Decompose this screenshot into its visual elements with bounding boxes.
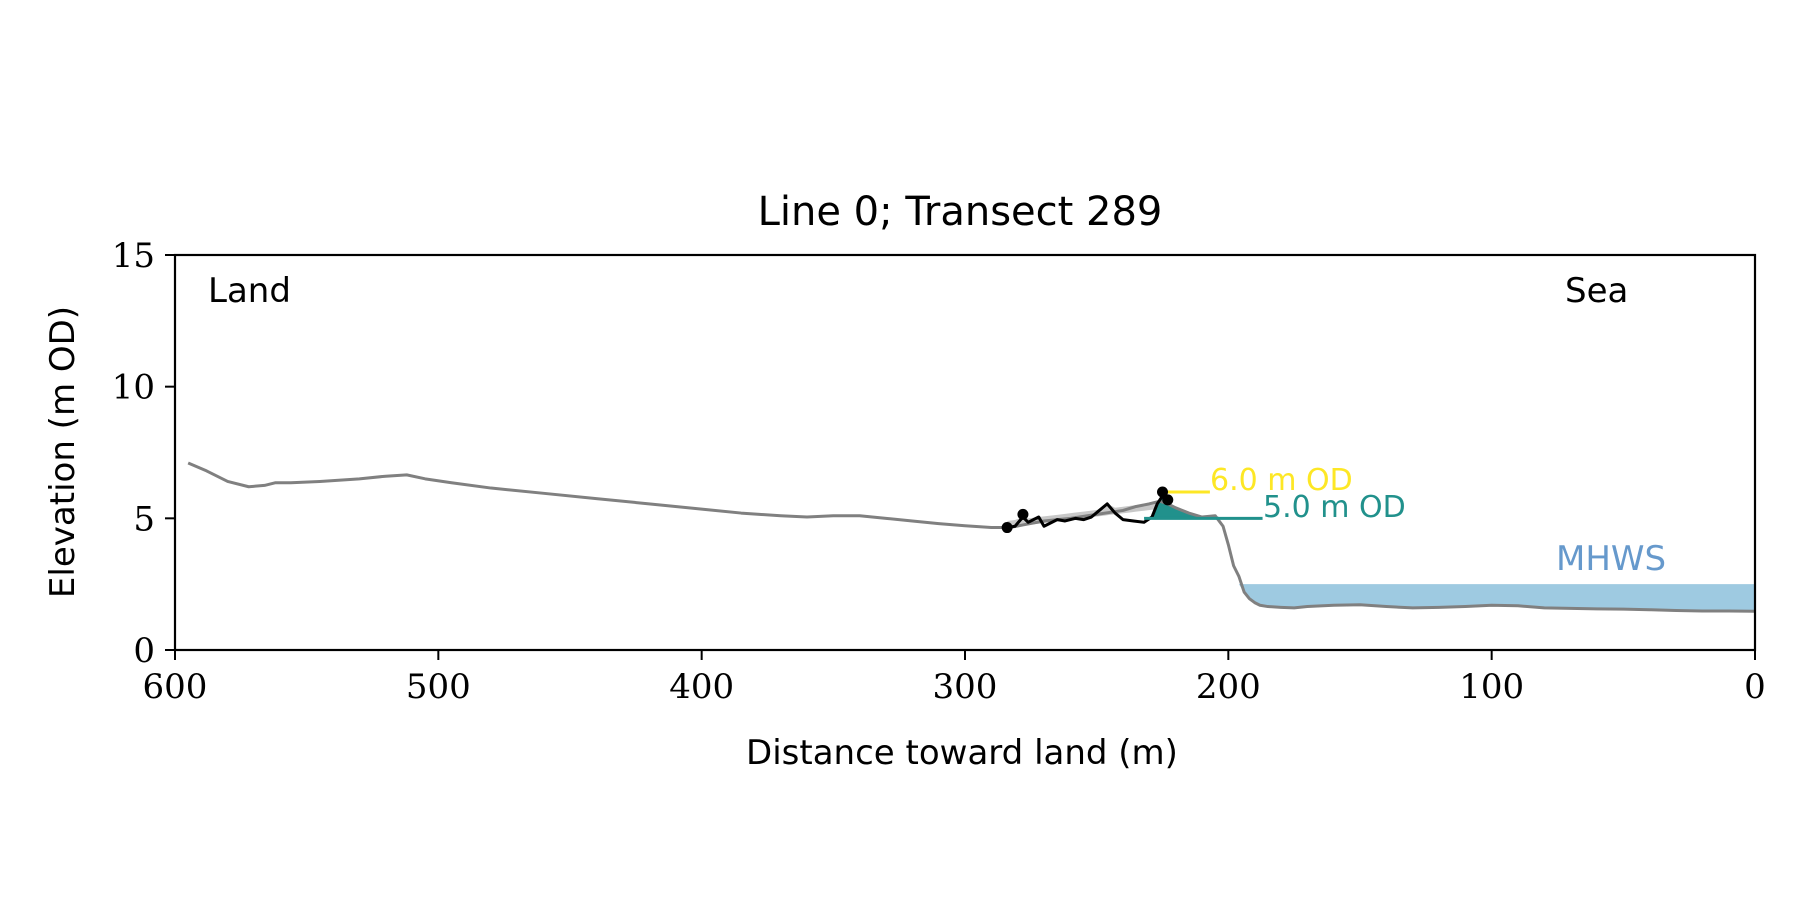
mhws-label: MHWS — [1556, 539, 1666, 579]
land-label: Land — [208, 271, 291, 311]
dune-line — [1006, 494, 1169, 530]
markers-layer — [1001, 486, 1174, 534]
x-tick-label-100: 100 — [1459, 667, 1524, 707]
marker-point-0 — [1001, 522, 1013, 534]
y-tick-label-0: 0 — [133, 631, 155, 671]
marker-point-3 — [1162, 494, 1174, 506]
levels-layer — [1144, 490, 1263, 520]
level-5-label: 5.0 m OD — [1263, 490, 1406, 525]
y-axis-ticks: 0 5 10 15 — [112, 236, 175, 671]
x-tick-label-400: 400 — [669, 667, 734, 707]
x-tick-label-600: 600 — [143, 667, 208, 707]
sea-label: Sea — [1565, 271, 1628, 311]
level-6-label: 6.0 m OD — [1210, 463, 1353, 498]
marker-point-1 — [1017, 508, 1029, 520]
y-tick-label-10: 10 — [112, 368, 155, 408]
x-tick-label-300: 300 — [933, 667, 998, 707]
profile-line — [187, 461, 1756, 613]
chart-title: Line 0; Transect 289 — [758, 189, 1163, 235]
x-tick-label-200: 200 — [1196, 667, 1261, 707]
x-tick-label-0: 0 — [1744, 667, 1766, 707]
y-axis-label: Elevation (m OD) — [43, 306, 83, 598]
y-tick-label-15: 15 — [112, 236, 155, 276]
x-tick-label-500: 500 — [406, 667, 471, 707]
x-axis-ticks: 600 500 400 300 200 100 0 — [143, 650, 1766, 707]
data-layer — [187, 461, 1756, 613]
y-tick-label-5: 5 — [133, 499, 155, 539]
marker-point-2 — [1157, 486, 1168, 498]
x-axis-label: Distance toward land (m) — [746, 733, 1178, 773]
